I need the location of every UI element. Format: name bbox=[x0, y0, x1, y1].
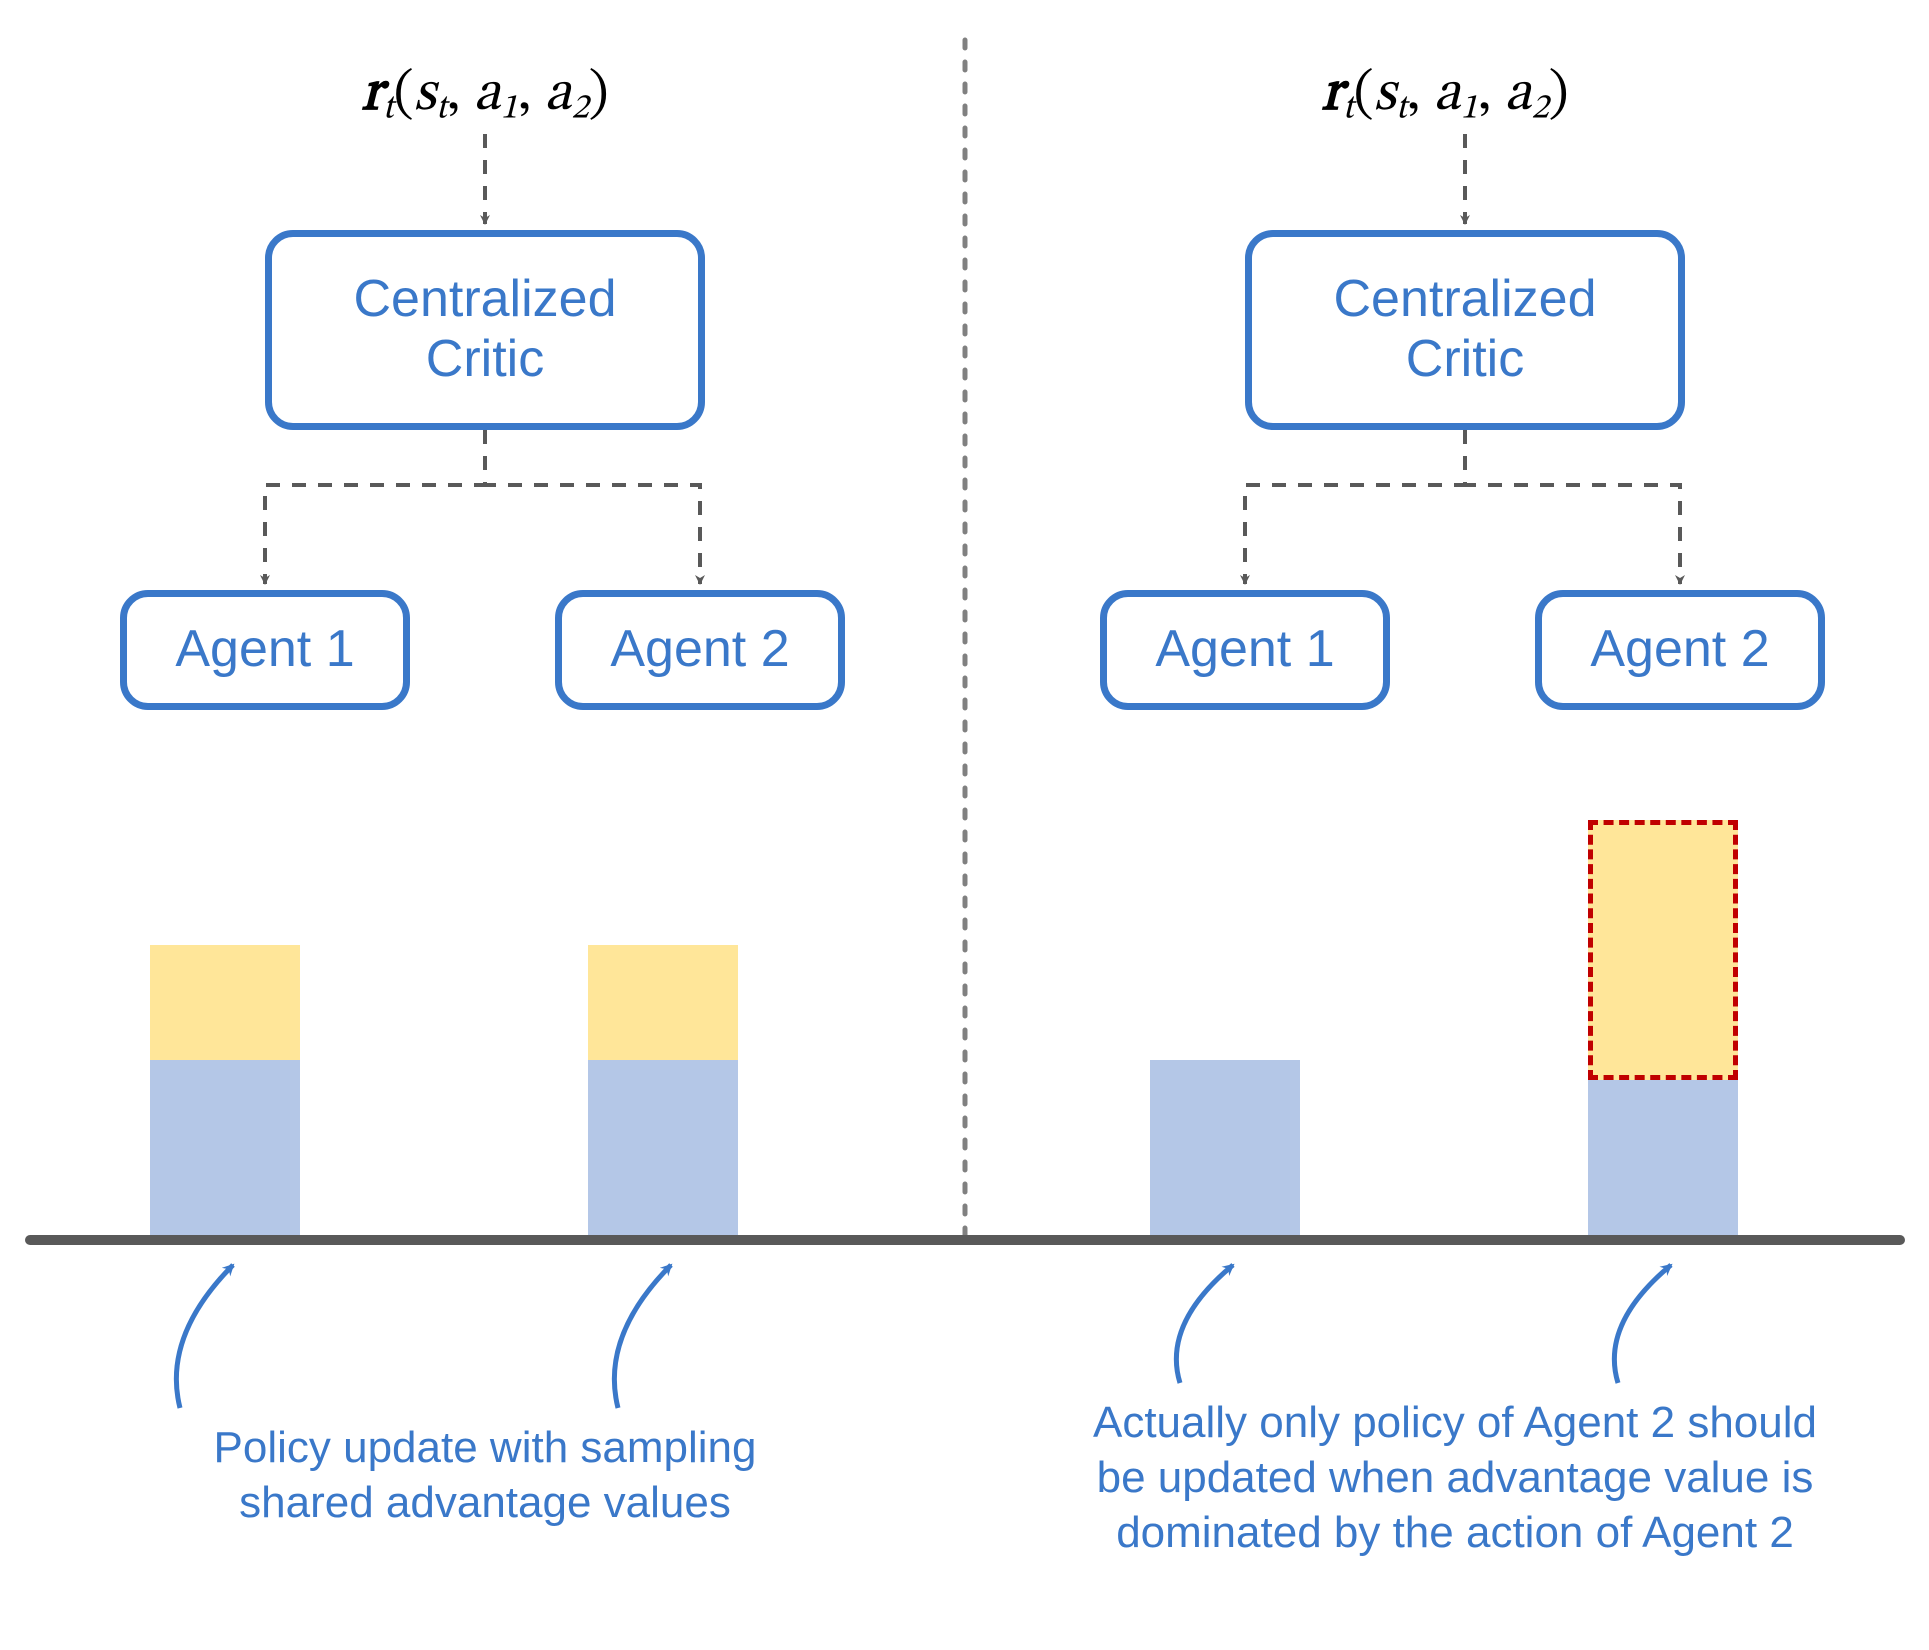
formula-r: r bbox=[1321, 67, 1342, 123]
diagram-canvas: rt(st, a1, a2) rt(st, a1, a2) Centralize… bbox=[0, 0, 1929, 1650]
reward-formula-right: rt(st, a1, a2) bbox=[960, 60, 1929, 132]
bar-blue bbox=[1588, 1080, 1738, 1235]
bar-blue bbox=[588, 1060, 738, 1235]
reward-formula-left: rt(st, a1, a2) bbox=[0, 60, 970, 132]
bar-blue bbox=[1150, 1060, 1300, 1235]
bar-yellow-highlighted bbox=[1588, 820, 1738, 1080]
critic-node-right: Centralized Critic bbox=[1245, 230, 1685, 430]
agent2-label: Agent 2 bbox=[610, 620, 789, 680]
critic-label-line2: Critic bbox=[1406, 330, 1524, 388]
critic-node-left: Centralized Critic bbox=[265, 230, 705, 430]
agent1-node-right: Agent 1 bbox=[1100, 590, 1390, 710]
agent1-label: Agent 1 bbox=[175, 620, 354, 680]
critic-label-line2: Critic bbox=[426, 330, 544, 388]
agent2-label: Agent 2 bbox=[1590, 620, 1769, 680]
agent1-label: Agent 1 bbox=[1155, 620, 1334, 680]
agent2-node-right: Agent 2 bbox=[1535, 590, 1825, 710]
bar-blue bbox=[150, 1060, 300, 1235]
formula-r: r bbox=[361, 67, 382, 123]
critic-label-line1: Centralized bbox=[1333, 270, 1596, 328]
bar-yellow bbox=[150, 945, 300, 1060]
critic-label-line1: Centralized bbox=[353, 270, 616, 328]
agent2-node-left: Agent 2 bbox=[555, 590, 845, 710]
bar-yellow bbox=[588, 945, 738, 1060]
caption-left: Policy update with sampling shared advan… bbox=[90, 1420, 880, 1530]
caption-right: Actually only policy of Agent 2 should b… bbox=[1020, 1395, 1890, 1560]
agent1-node-left: Agent 1 bbox=[120, 590, 410, 710]
